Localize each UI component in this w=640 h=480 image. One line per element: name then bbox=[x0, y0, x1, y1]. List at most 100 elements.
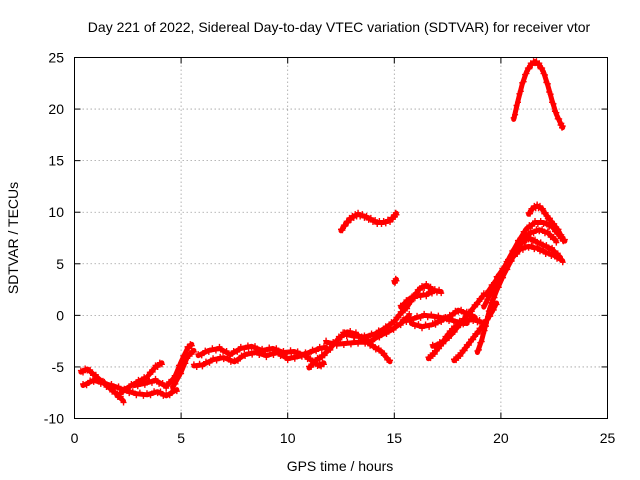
data-point bbox=[542, 209, 549, 216]
data-point bbox=[304, 356, 311, 363]
data-point bbox=[400, 302, 407, 309]
data-point bbox=[463, 315, 470, 322]
data-point bbox=[368, 330, 375, 337]
data-point bbox=[313, 348, 320, 355]
data-point bbox=[101, 378, 108, 385]
y-tick-label: 5 bbox=[56, 256, 64, 272]
data-point bbox=[376, 334, 383, 341]
data-point bbox=[255, 347, 262, 354]
data-point bbox=[287, 347, 294, 354]
data-point bbox=[406, 314, 413, 321]
data-point bbox=[427, 355, 434, 362]
data-point bbox=[129, 388, 136, 395]
data-point bbox=[474, 301, 481, 308]
data-point bbox=[145, 377, 152, 384]
data-point bbox=[526, 65, 533, 72]
data-point bbox=[280, 347, 287, 354]
data-point bbox=[372, 346, 379, 353]
data-point bbox=[520, 78, 527, 85]
data-point bbox=[333, 342, 340, 349]
data-point bbox=[458, 306, 465, 313]
data-point bbox=[510, 246, 517, 253]
data-point bbox=[367, 214, 374, 221]
data-point bbox=[523, 227, 530, 234]
data-point bbox=[152, 375, 159, 382]
data-point bbox=[141, 381, 148, 388]
data-point bbox=[209, 345, 216, 352]
data-point bbox=[213, 357, 220, 364]
data-point bbox=[344, 338, 351, 345]
data-point bbox=[423, 280, 430, 287]
data-point bbox=[369, 341, 376, 348]
data-point bbox=[446, 335, 453, 342]
data-point bbox=[320, 361, 327, 368]
data-point bbox=[301, 351, 308, 358]
data-point bbox=[205, 348, 212, 355]
data-point bbox=[391, 320, 398, 327]
data-point bbox=[134, 383, 141, 390]
data-point bbox=[478, 295, 485, 302]
data-point bbox=[273, 345, 280, 352]
data-point bbox=[537, 239, 544, 246]
data-point bbox=[323, 337, 330, 344]
data-point bbox=[399, 309, 406, 316]
data-point bbox=[436, 286, 443, 293]
data-point bbox=[190, 348, 197, 355]
data-point bbox=[354, 331, 361, 338]
data-point bbox=[126, 390, 133, 397]
y-tick-label: 20 bbox=[48, 101, 64, 117]
data-point bbox=[494, 274, 501, 281]
series-line bbox=[195, 343, 327, 369]
data-point bbox=[158, 361, 165, 368]
data-point bbox=[491, 280, 498, 287]
data-point bbox=[438, 319, 445, 326]
series-line bbox=[170, 347, 197, 391]
data-point bbox=[519, 246, 526, 253]
data-point bbox=[411, 295, 418, 302]
data-point bbox=[138, 379, 145, 386]
data-point bbox=[419, 325, 426, 332]
data-point bbox=[482, 290, 489, 297]
series-line bbox=[80, 377, 180, 399]
data-point bbox=[406, 310, 413, 317]
data-point bbox=[227, 353, 234, 360]
data-point bbox=[244, 342, 251, 349]
data-point bbox=[397, 322, 404, 329]
data-point bbox=[422, 321, 429, 328]
data-point bbox=[248, 344, 255, 351]
data-point bbox=[307, 355, 314, 362]
data-point bbox=[483, 299, 490, 306]
data-point bbox=[173, 388, 180, 395]
data-point bbox=[166, 392, 173, 399]
data-point bbox=[550, 233, 557, 240]
data-point bbox=[553, 109, 560, 116]
data-point bbox=[283, 350, 290, 357]
data-point bbox=[359, 211, 366, 218]
data-point bbox=[316, 356, 323, 363]
data-point bbox=[288, 353, 295, 360]
data-point bbox=[516, 238, 523, 245]
data-point bbox=[365, 334, 372, 341]
data-point bbox=[488, 281, 495, 288]
data-point bbox=[446, 311, 453, 318]
data-point bbox=[365, 337, 372, 344]
data-point bbox=[415, 321, 422, 328]
data-point bbox=[361, 332, 368, 339]
data-point bbox=[500, 266, 507, 273]
data-point bbox=[252, 343, 259, 350]
data-point bbox=[266, 344, 273, 351]
data-series-arc-10 bbox=[340, 280, 436, 342]
data-point bbox=[357, 335, 364, 342]
data-point bbox=[108, 380, 115, 387]
data-point bbox=[433, 343, 440, 350]
data-point bbox=[178, 370, 185, 377]
data-point bbox=[524, 233, 531, 240]
data-point bbox=[484, 316, 491, 323]
x-tick-label: 20 bbox=[493, 430, 509, 446]
data-point bbox=[237, 343, 244, 350]
data-point bbox=[291, 349, 298, 356]
data-point bbox=[513, 102, 520, 109]
data-point bbox=[163, 385, 170, 392]
data-point bbox=[481, 327, 488, 334]
